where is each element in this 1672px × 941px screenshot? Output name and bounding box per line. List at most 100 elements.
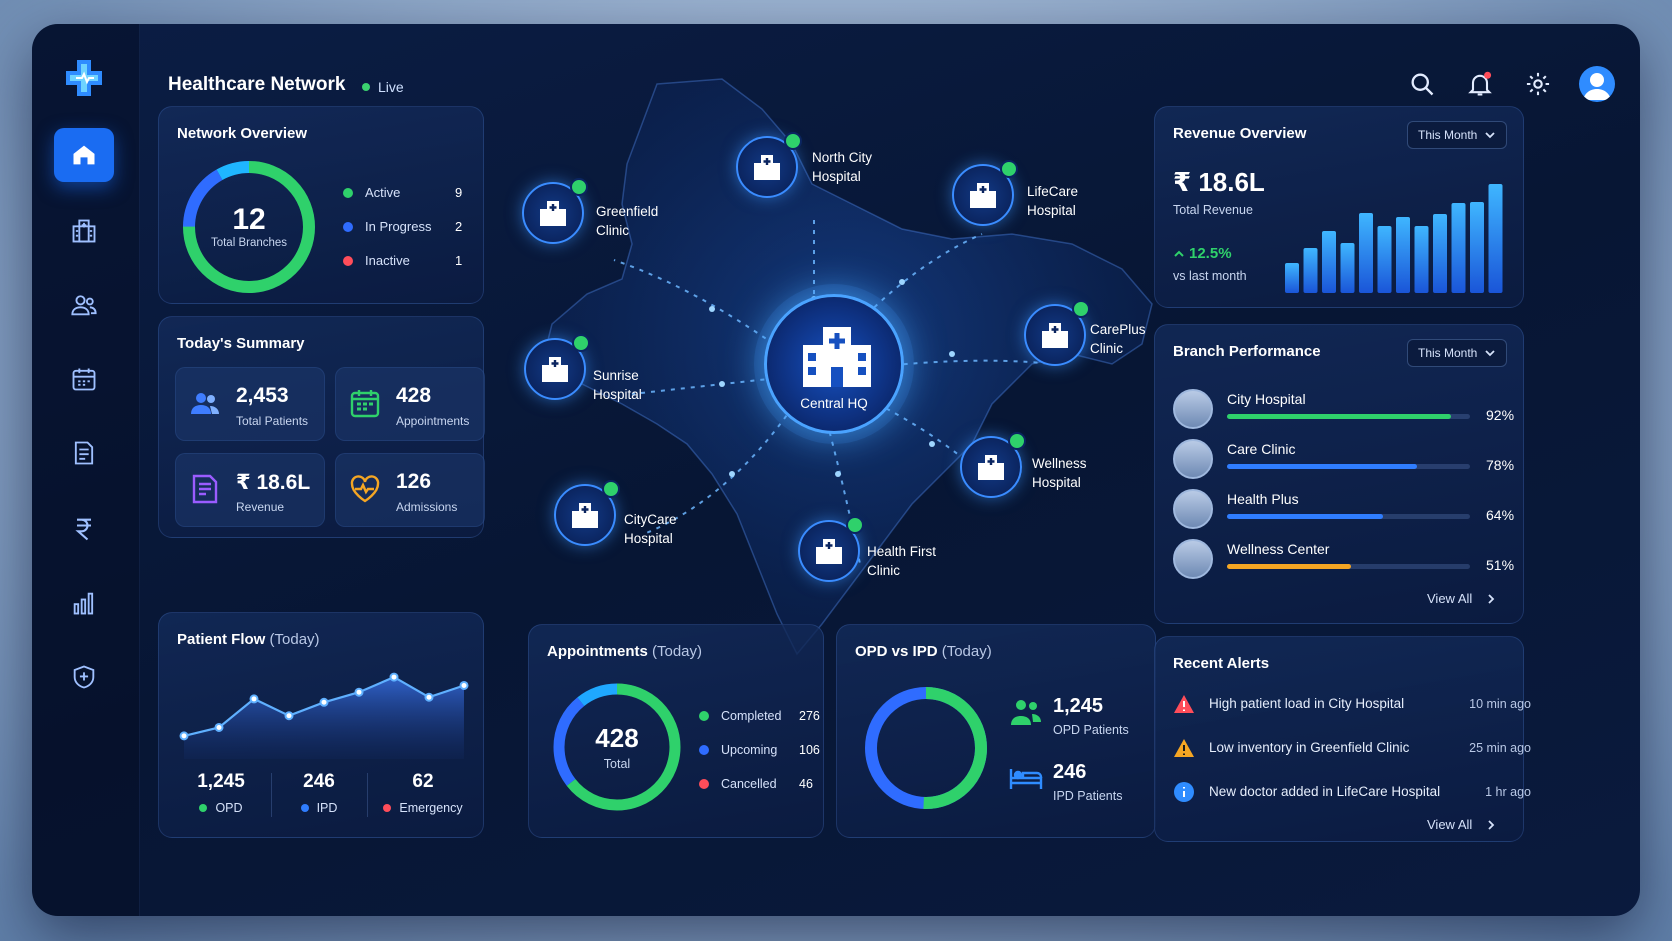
revenue-bar: [1451, 203, 1466, 293]
legend-value: 276: [799, 709, 820, 723]
legend-label: Inactive: [365, 253, 410, 268]
opd-ipd-title: OPD vs IPD (Today): [855, 643, 992, 660]
branch-row[interactable]: Wellness Center 51%: [1173, 537, 1514, 581]
branch-percent: 64%: [1486, 507, 1515, 523]
legend-upcoming: Upcoming: [699, 743, 777, 757]
hospital-icon: [978, 455, 1004, 480]
flow-point: [354, 687, 364, 697]
patient-flow-title: Patient Flow (Today): [177, 631, 320, 648]
nav-security[interactable]: [54, 650, 114, 704]
legend-active: Active: [343, 185, 400, 200]
live-dot: [362, 83, 370, 91]
error-icon: [1174, 695, 1194, 713]
opd-ipd-donut: [865, 687, 987, 809]
revenue-bar: [1340, 243, 1355, 293]
stat-dot: [199, 804, 208, 812]
document-icon: [74, 441, 94, 465]
alert-text: High patient load in City Hospital: [1209, 696, 1405, 711]
calendar-icon: [72, 368, 96, 391]
invoice-icon: [192, 474, 218, 504]
legend-value: 46: [799, 777, 813, 791]
branch-node-citycare[interactable]: [554, 480, 620, 546]
notification-bell-icon[interactable]: [1466, 70, 1494, 98]
stat-emergency: 62 Emergency: [373, 771, 473, 815]
stat-value: 62: [412, 771, 434, 792]
branch-node-wellness[interactable]: [960, 432, 1026, 498]
title-main: Patient Flow: [177, 631, 266, 648]
legend-value: 1: [455, 253, 463, 268]
branch-type: Clinic: [1090, 341, 1124, 356]
legend-inactive: Inactive: [343, 253, 410, 268]
alert-item[interactable]: New doctor added in LifeCare Hospital 1 …: [1173, 781, 1531, 805]
alerts-view-all-link[interactable]: View All: [1427, 817, 1496, 832]
legend-dot: [699, 779, 709, 789]
branch-node-careplus[interactable]: [1024, 300, 1090, 366]
alert-item[interactable]: Low inventory in Greenfield Clinic 25 mi…: [1173, 737, 1531, 761]
branch-row[interactable]: City Hospital 92%: [1173, 387, 1515, 431]
chevron-right-icon: [1488, 819, 1495, 830]
branch-label: Wellness Hospital: [1032, 454, 1087, 492]
legend-label: In Progress: [365, 219, 432, 234]
nav-branches[interactable]: [54, 204, 114, 258]
nav-finance[interactable]: [54, 502, 114, 556]
appointments-total: 428: [595, 723, 639, 753]
flow-point: [179, 731, 189, 741]
revenue-bar: [1359, 213, 1373, 293]
search-icon[interactable]: [1408, 70, 1436, 98]
title-main: Appointments: [547, 643, 648, 660]
branch-view-all-link[interactable]: View All: [1427, 591, 1496, 606]
branch-name: CarePlus: [1090, 322, 1146, 337]
summary-tile-patients[interactable]: 2,453 Total Patients: [175, 367, 325, 441]
active-badge: [572, 334, 590, 352]
branch-performance-card: Branch Performance This Month City Hospi…: [1154, 324, 1524, 624]
title-sub: (Today): [269, 631, 320, 648]
alerts-title: Recent Alerts: [1173, 655, 1270, 672]
branch-node-north-city[interactable]: [736, 132, 802, 198]
progress-fill: [1227, 414, 1451, 419]
total-branches-value: 12: [232, 203, 266, 236]
page-title: Healthcare Network: [168, 74, 346, 95]
title-sub: (Today): [941, 643, 992, 660]
revenue-bar-chart: [1285, 184, 1503, 293]
stat-label-text: OPD: [215, 801, 243, 815]
performance-period-select[interactable]: This Month: [1407, 339, 1507, 367]
user-avatar[interactable]: [1579, 66, 1615, 102]
branch-node-greenfield[interactable]: [522, 178, 588, 244]
legend-label: Cancelled: [721, 777, 777, 791]
nav-users[interactable]: [54, 278, 114, 332]
branch-row[interactable]: Health Plus 64%: [1173, 487, 1515, 531]
branch-label: Health First Clinic: [867, 542, 936, 580]
nav-reports[interactable]: [54, 576, 114, 630]
alert-item[interactable]: High patient load in City Hospital 10 mi…: [1173, 693, 1531, 717]
summary-tile-appointments[interactable]: 428 Appointments: [335, 367, 485, 441]
legend-in-progress: In Progress: [343, 219, 431, 234]
branch-name: North City: [812, 150, 873, 165]
branch-percent: 92%: [1486, 407, 1515, 423]
central-hq-node[interactable]: [764, 294, 904, 434]
branch-row[interactable]: Care Clinic 78%: [1173, 437, 1514, 481]
branch-node-health-first[interactable]: [798, 516, 864, 582]
branch-node-lifecare[interactable]: [952, 160, 1018, 226]
revenue-period-select[interactable]: This Month: [1407, 121, 1507, 149]
view-all-label: View All: [1427, 817, 1473, 832]
revenue-title: Revenue Overview: [1173, 125, 1307, 142]
flow-area: [184, 677, 464, 759]
rupee-icon: [75, 518, 91, 541]
gear-icon[interactable]: [1524, 70, 1552, 98]
revenue-bar: [1303, 248, 1318, 293]
tile-value: 2,453: [236, 384, 289, 407]
revenue-bar: [1285, 263, 1299, 293]
period-label: This Month: [1418, 128, 1478, 142]
branch-label: CityCare Hospital: [624, 510, 677, 548]
stat-label: IPD: [279, 801, 359, 815]
summary-tile-revenue[interactable]: ₹ 18.6L Revenue: [175, 453, 325, 527]
revenue-amount-label: Total Revenue: [1173, 203, 1253, 217]
nav-calendar[interactable]: [54, 352, 114, 406]
calendar-icon: [350, 390, 380, 418]
branch-node-sunrise[interactable]: [524, 334, 590, 400]
legend-dot: [343, 187, 353, 198]
nav-documents[interactable]: [54, 426, 114, 480]
stat-label-text: Emergency: [399, 801, 463, 815]
summary-tile-admissions[interactable]: 126 Admissions: [335, 453, 485, 527]
nav-home[interactable]: [54, 128, 114, 182]
